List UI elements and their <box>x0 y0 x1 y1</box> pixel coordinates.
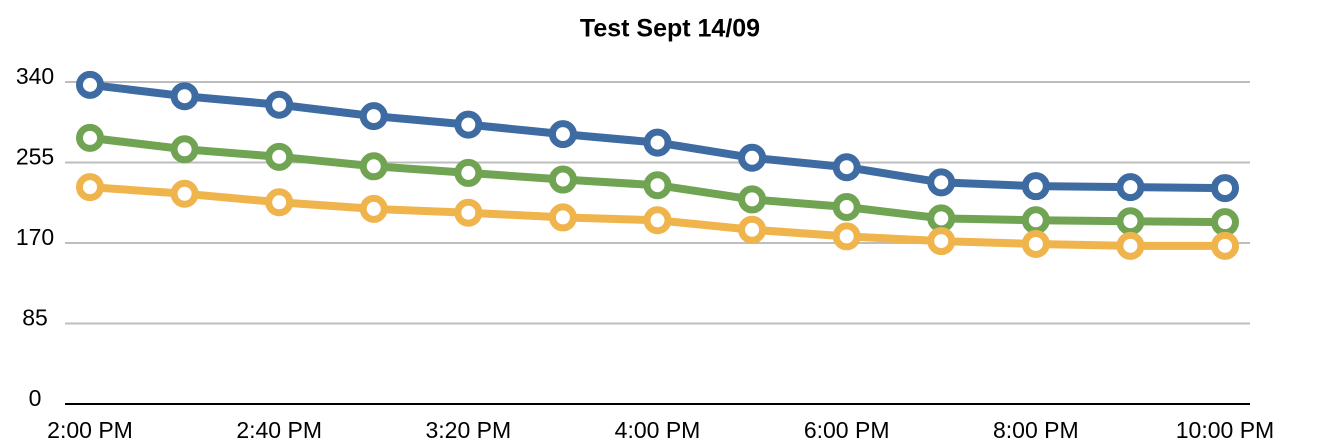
data-point <box>1116 173 1145 202</box>
x-tick-label: 3:20 PM <box>426 417 512 443</box>
y-tick-label: 340 <box>16 63 54 89</box>
data-point <box>1021 172 1050 201</box>
data-point <box>1211 231 1239 260</box>
data-point <box>832 222 861 251</box>
data-point <box>1021 206 1050 235</box>
data-point <box>359 152 388 181</box>
data-point <box>738 215 767 244</box>
data-point <box>1211 208 1239 237</box>
data-point <box>738 185 767 214</box>
chart-title: Test Sept 14/09 <box>580 15 760 43</box>
x-tick-label: 4:00 PM <box>615 417 701 443</box>
data-point <box>170 82 199 111</box>
data-point <box>927 204 956 233</box>
x-tick-label: 8:00 PM <box>993 417 1079 443</box>
data-point <box>265 188 294 217</box>
y-tick-label: 170 <box>16 224 54 250</box>
y-tick-label: 0 <box>29 385 42 411</box>
data-point <box>454 158 483 187</box>
data-point <box>1116 231 1145 260</box>
data-point <box>643 128 672 157</box>
data-point <box>738 143 767 172</box>
data-point <box>359 102 388 131</box>
data-point <box>454 110 483 139</box>
data-point <box>265 142 294 171</box>
x-tick-label: 2:00 PM <box>47 417 133 443</box>
data-point <box>832 153 861 182</box>
data-point <box>454 198 483 227</box>
data-point <box>76 173 104 202</box>
data-point <box>643 206 672 235</box>
data-point <box>1021 229 1050 258</box>
data-point <box>548 165 577 194</box>
data-point <box>359 194 388 223</box>
data-point <box>927 168 956 197</box>
data-point <box>170 135 199 164</box>
data-point <box>832 193 861 222</box>
data-point <box>1211 174 1239 203</box>
data-point <box>643 171 672 200</box>
data-point <box>170 179 199 208</box>
y-tick-label: 255 <box>16 144 54 170</box>
data-point <box>76 123 104 152</box>
data-point <box>927 227 956 256</box>
data-point <box>548 203 577 232</box>
y-tick-label: 85 <box>22 305 48 331</box>
data-point <box>76 70 104 99</box>
x-tick-label: 2:40 PM <box>236 417 322 443</box>
data-point <box>1116 207 1145 236</box>
x-tick-label: 10:00 PM <box>1176 417 1274 443</box>
data-point <box>265 90 294 119</box>
x-tick-label: 6:00 PM <box>804 417 890 443</box>
data-point <box>548 120 577 149</box>
